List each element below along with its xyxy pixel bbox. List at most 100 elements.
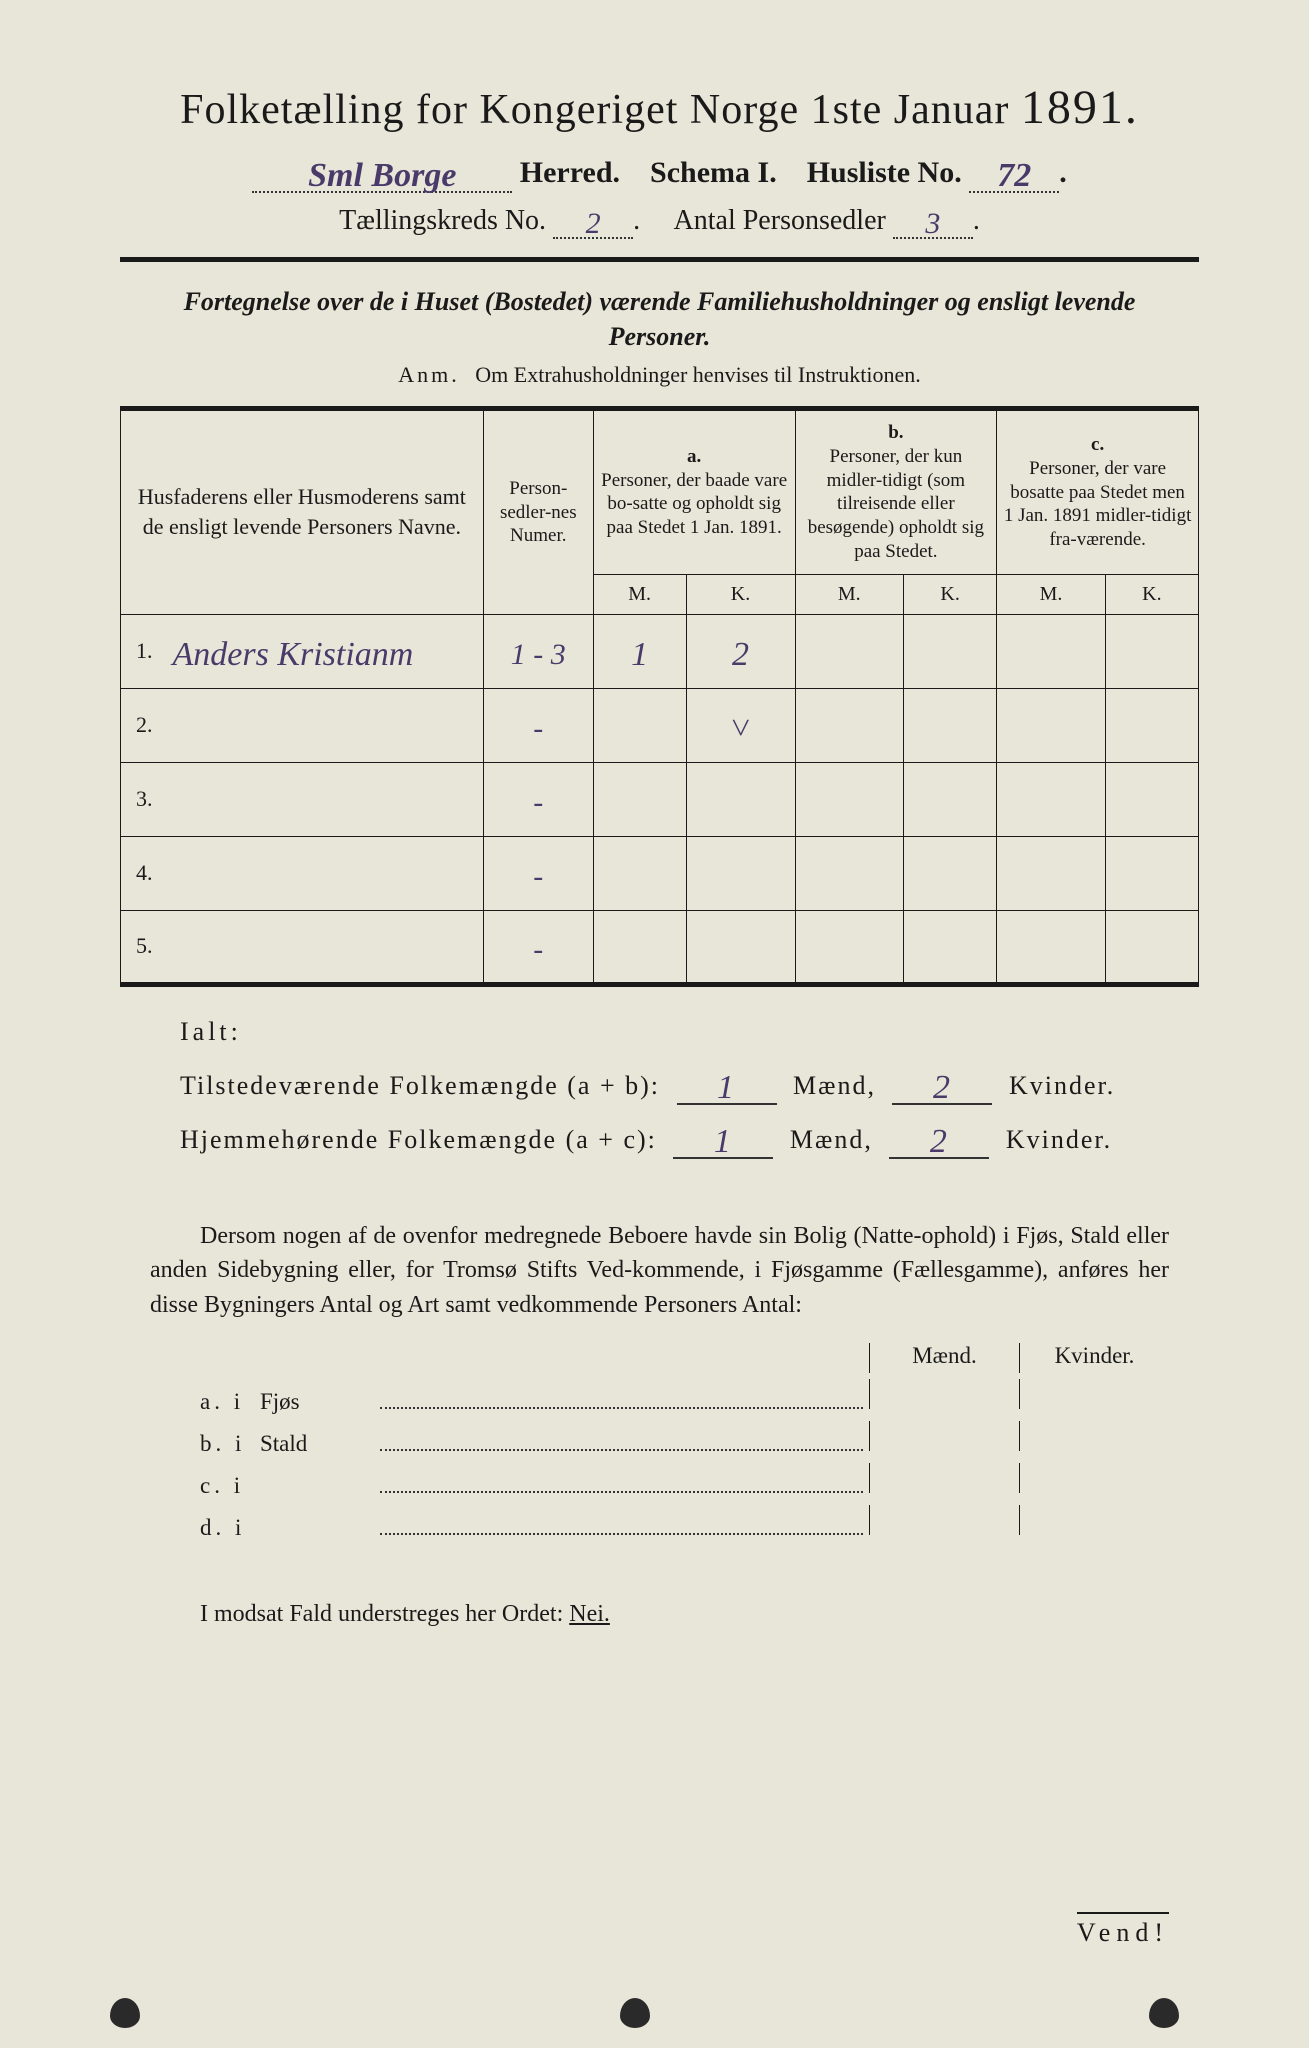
kreds-value: 2	[586, 207, 601, 240]
row-bK	[903, 614, 996, 688]
header-line-2: Sml Borge Herred. Schema I. Husliste No.…	[120, 153, 1199, 193]
ialt-r1-M: 1	[717, 1069, 736, 1106]
tear-mark	[620, 1998, 650, 2028]
row-cK	[1105, 836, 1198, 910]
row-num-range: 1 - 3	[483, 614, 593, 688]
census-form-page: Folketælling for Kongeriget Norge 1ste J…	[0, 0, 1309, 2048]
sub-row: c. i	[200, 1463, 1169, 1499]
sub-row-M	[869, 1379, 1019, 1409]
ialt-row-2: Hjemmehørende Folkemængde (a + c): 1 Mæn…	[180, 1119, 1159, 1159]
col-c-M: M.	[997, 574, 1105, 614]
row-cM	[997, 688, 1105, 762]
sub-row-cat: Fjøs	[260, 1389, 380, 1415]
husliste-label: Husliste No.	[807, 156, 962, 189]
sub-row-K	[1019, 1421, 1169, 1451]
husliste-value: 72	[997, 157, 1031, 194]
row-aK	[686, 762, 795, 836]
paragraph: Dersom nogen af de ovenfor medregnede Be…	[150, 1219, 1169, 1323]
col-header-b: b. Personer, der kun midler-tidigt (som …	[795, 409, 997, 575]
sub-row-K	[1019, 1379, 1169, 1409]
nei-line: I modsat Fald understreges her Ordet: Ne…	[200, 1601, 1169, 1628]
row-number: 3.	[121, 762, 159, 836]
row-aM	[593, 688, 686, 762]
row-number: 1.	[121, 614, 159, 688]
row-num-range: -	[483, 910, 593, 984]
table-row: 1.Anders Kristianm1 - 312	[121, 614, 1199, 688]
sub-row-cat: Stald	[260, 1431, 380, 1457]
sub-row-K	[1019, 1463, 1169, 1493]
col-header-name: Husfaderens eller Husmoderens samt de en…	[121, 409, 484, 615]
dotted-line	[380, 1479, 863, 1493]
page-title: Folketælling for Kongeriget Norge 1ste J…	[120, 80, 1199, 135]
row-cM	[997, 614, 1105, 688]
ialt-r2-K: 2	[930, 1123, 949, 1160]
title-main: Folketælling for Kongeriget Norge 1ste J…	[180, 87, 1021, 133]
row-bM	[795, 836, 903, 910]
row-num-range: -	[483, 688, 593, 762]
dotted-line	[380, 1437, 863, 1451]
row-bK	[903, 836, 996, 910]
table-row: 2. - ˅	[121, 688, 1199, 762]
antal-value: 3	[925, 207, 940, 240]
row-name	[159, 836, 484, 910]
row-name	[159, 688, 484, 762]
row-cK	[1105, 614, 1198, 688]
row-bM	[795, 910, 903, 984]
row-num-range: -	[483, 836, 593, 910]
row-bM	[795, 688, 903, 762]
col-header-num: Person-sedler-nes Numer.	[483, 409, 593, 615]
col-a-K: K.	[686, 574, 795, 614]
row-cK	[1105, 762, 1198, 836]
row-name: Anders Kristianm	[159, 614, 484, 688]
row-num-range: -	[483, 762, 593, 836]
row-number: 2.	[121, 688, 159, 762]
col-b-K: K.	[903, 574, 996, 614]
row-aM	[593, 836, 686, 910]
row-number: 5.	[121, 910, 159, 984]
nei-word: Nei.	[569, 1601, 610, 1627]
herred-value: Sml Borge	[308, 157, 456, 194]
totals-block: Ialt: Tilstedeværende Folkemængde (a + b…	[180, 1017, 1159, 1159]
row-bK	[903, 688, 996, 762]
row-aM	[593, 762, 686, 836]
schema-label: Schema I.	[650, 156, 777, 189]
sub-table: Mænd. Kvinder. a. iFjøsb. iStaldc. id. i	[200, 1343, 1169, 1541]
ialt-r1-K: 2	[933, 1069, 952, 1106]
kreds-label: Tællingskreds No.	[339, 205, 546, 236]
row-number: 4.	[121, 836, 159, 910]
col-header-a: a. Personer, der baade vare bo-satte og …	[593, 409, 795, 575]
annotation-line: Anm. Om Extrahusholdninger henvises til …	[120, 362, 1199, 388]
antal-label: Antal Personsedler	[674, 205, 886, 236]
col-a-M: M.	[593, 574, 686, 614]
row-cK	[1105, 910, 1198, 984]
row-name	[159, 762, 484, 836]
table-row: 5. -	[121, 910, 1199, 984]
table-row: 4. -	[121, 836, 1199, 910]
vend-label: Vend!	[1077, 1912, 1169, 1948]
subtitle: Fortegnelse over de i Huset (Bostedet) v…	[160, 284, 1159, 354]
sub-row-label: a. i	[200, 1389, 260, 1415]
col-b-M: M.	[795, 574, 903, 614]
col-c-K: K.	[1105, 574, 1198, 614]
sub-row: b. iStald	[200, 1421, 1169, 1457]
ialt-row-1: Tilstedeværende Folkemængde (a + b): 1 M…	[180, 1065, 1159, 1105]
tear-mark	[1149, 1998, 1179, 2028]
anm-text: Om Extrahusholdninger henvises til Instr…	[475, 362, 920, 387]
sub-row: a. iFjøs	[200, 1379, 1169, 1415]
row-aM: 1	[593, 614, 686, 688]
row-bM	[795, 762, 903, 836]
row-name	[159, 910, 484, 984]
table-row: 3. -	[121, 762, 1199, 836]
sub-row: d. i	[200, 1505, 1169, 1541]
ialt-r2-M: 1	[714, 1123, 733, 1160]
dotted-line	[380, 1521, 863, 1535]
row-cM	[997, 762, 1105, 836]
sub-row-M	[869, 1463, 1019, 1493]
sub-row-K	[1019, 1505, 1169, 1535]
sub-row-label: c. i	[200, 1473, 260, 1499]
anm-label: Anm.	[398, 362, 460, 387]
sub-row-label: b. i	[200, 1431, 260, 1457]
dotted-line	[380, 1395, 863, 1409]
row-aK: ˅	[686, 688, 795, 762]
row-aK	[686, 836, 795, 910]
